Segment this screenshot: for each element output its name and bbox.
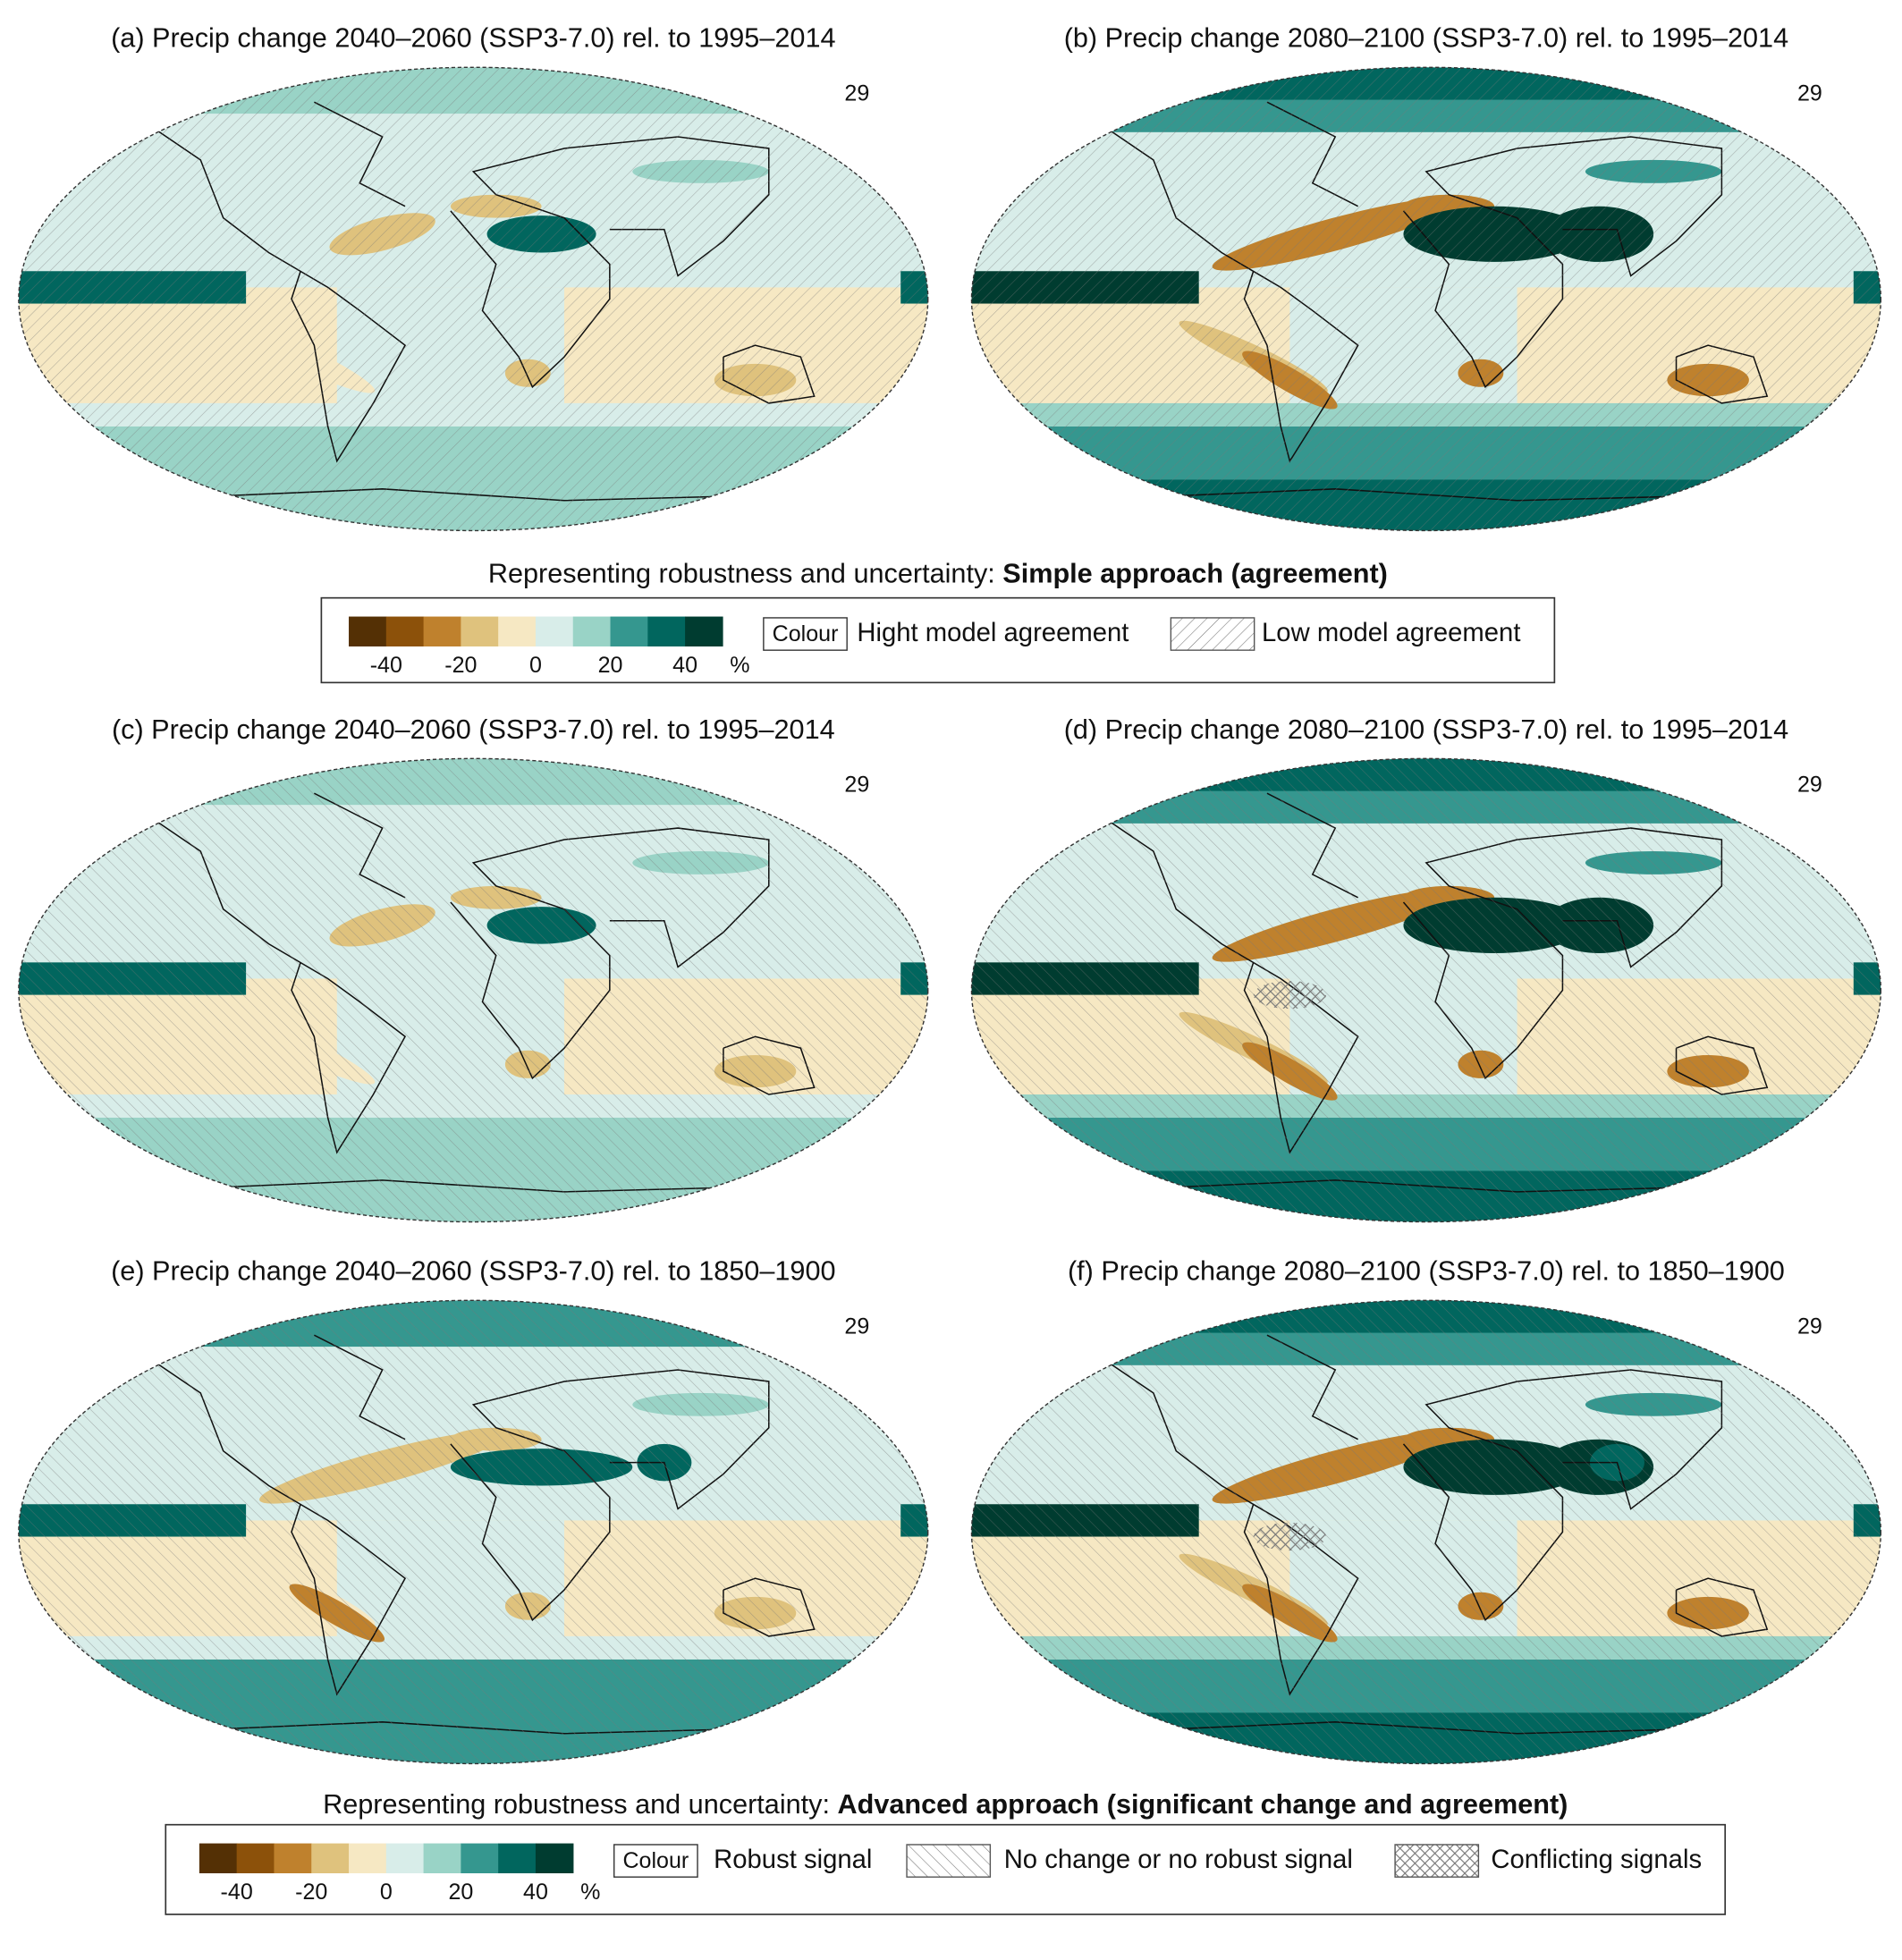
legend-label: Conflicting signals — [1491, 1846, 1702, 1874]
colorbar-swatch — [274, 1843, 312, 1874]
model-count: 29 — [1797, 773, 1822, 798]
legend-label: No change or no robust signal — [1004, 1846, 1353, 1874]
map-border — [18, 66, 929, 532]
colorbar-tick-label: 40 — [672, 653, 697, 678]
hatching — [971, 67, 1881, 531]
colorbar-swatch — [647, 616, 686, 646]
legend-hatch — [1170, 617, 1255, 651]
colorbar-swatch — [349, 1843, 387, 1874]
hatching — [18, 1300, 928, 1764]
map-border — [970, 1299, 1882, 1765]
colorbar-unit: % — [580, 1880, 600, 1905]
map-border — [18, 757, 929, 1223]
colorbar-swatch — [572, 616, 612, 646]
colorbar-tick-label: -20 — [444, 653, 477, 678]
colorbar-swatch — [498, 616, 537, 646]
map-border — [970, 757, 1882, 1223]
colorbar-tick-label: 0 — [380, 1880, 393, 1905]
panel-title: (a) Precip change 2040–2060 (SSP3-7.0) r… — [111, 23, 835, 54]
colorbar-swatch — [423, 616, 462, 646]
map — [18, 67, 928, 531]
model-count: 29 — [844, 1314, 869, 1339]
map — [971, 1300, 1881, 1764]
panel-title: (f) Precip change 2080–2100 (SSP3-7.0) r… — [1068, 1256, 1785, 1287]
hatching — [18, 758, 928, 1222]
model-count: 29 — [844, 81, 869, 106]
legend-heading: Representing robustness and uncertainty:… — [488, 559, 1388, 589]
colorbar-swatch — [199, 1843, 238, 1874]
colorbar-tick-label: 40 — [523, 1880, 548, 1905]
colorbar-swatch — [461, 616, 499, 646]
map-region — [1253, 981, 1327, 1010]
colorbar-swatch — [535, 1843, 574, 1874]
colorbar-swatch — [311, 1843, 350, 1874]
colorbar-tick-label: 0 — [529, 653, 542, 678]
hatching — [971, 1300, 1881, 1764]
colorbar-tick-label: 20 — [598, 653, 623, 678]
legend-swatch-text: Colour — [773, 621, 839, 646]
map — [971, 758, 1881, 1222]
legend-swatch — [613, 1844, 698, 1878]
heading-text: Representing robustness and uncertainty: — [323, 1789, 837, 1820]
map-border — [18, 1299, 929, 1765]
legend-heading: Representing robustness and uncertainty:… — [323, 1789, 1568, 1820]
heading-text: Representing robustness and uncertainty: — [488, 559, 1002, 589]
colorbar-swatch — [535, 616, 574, 646]
map — [18, 758, 928, 1222]
heading-bold: Advanced approach (significant change an… — [838, 1789, 1568, 1820]
colorbar-tick-label: -40 — [370, 653, 402, 678]
legend-box — [165, 1823, 1727, 1915]
colorbar-tick-label: -20 — [295, 1880, 327, 1905]
legend-hatch — [1394, 1844, 1480, 1878]
legend-swatch — [763, 617, 848, 651]
legend-label: Robust signal — [714, 1846, 872, 1874]
colorbar-tick-label: 20 — [448, 1880, 473, 1905]
colorbar-tick-label: -40 — [221, 1880, 253, 1905]
map — [18, 1300, 928, 1764]
colorbar-unit: % — [730, 653, 749, 678]
legend-hatch — [906, 1844, 992, 1878]
panel-title: (e) Precip change 2040–2060 (SSP3-7.0) r… — [111, 1256, 835, 1287]
legend-label: Low model agreement — [1262, 619, 1520, 647]
model-count: 29 — [844, 773, 869, 798]
colorbar-swatch — [385, 616, 425, 646]
colorbar-swatch — [349, 616, 387, 646]
map-region — [1253, 1522, 1327, 1551]
map — [971, 67, 1881, 531]
legend-label: Hight model agreement — [857, 619, 1129, 647]
map-border — [970, 66, 1882, 532]
hatching — [18, 67, 928, 531]
colorbar-swatch — [685, 616, 723, 646]
heading-bold: Simple approach (agreement) — [1002, 559, 1388, 589]
colorbar-swatch — [461, 1843, 499, 1874]
hatching — [971, 758, 1881, 1222]
colorbar-swatch — [498, 1843, 537, 1874]
colorbar-swatch — [385, 1843, 425, 1874]
legend-box — [320, 596, 1556, 684]
panel-title: (c) Precip change 2040–2060 (SSP3-7.0) r… — [112, 714, 835, 745]
colorbar-swatch — [236, 1843, 275, 1874]
legend-swatch-text: Colour — [622, 1848, 689, 1873]
model-count: 29 — [1797, 1314, 1822, 1339]
colorbar-swatch — [610, 616, 649, 646]
panel-title: (b) Precip change 2080–2100 (SSP3-7.0) r… — [1064, 23, 1788, 54]
model-count: 29 — [1797, 81, 1822, 106]
panel-title: (d) Precip change 2080–2100 (SSP3-7.0) r… — [1064, 714, 1788, 745]
colorbar-swatch — [423, 1843, 462, 1874]
